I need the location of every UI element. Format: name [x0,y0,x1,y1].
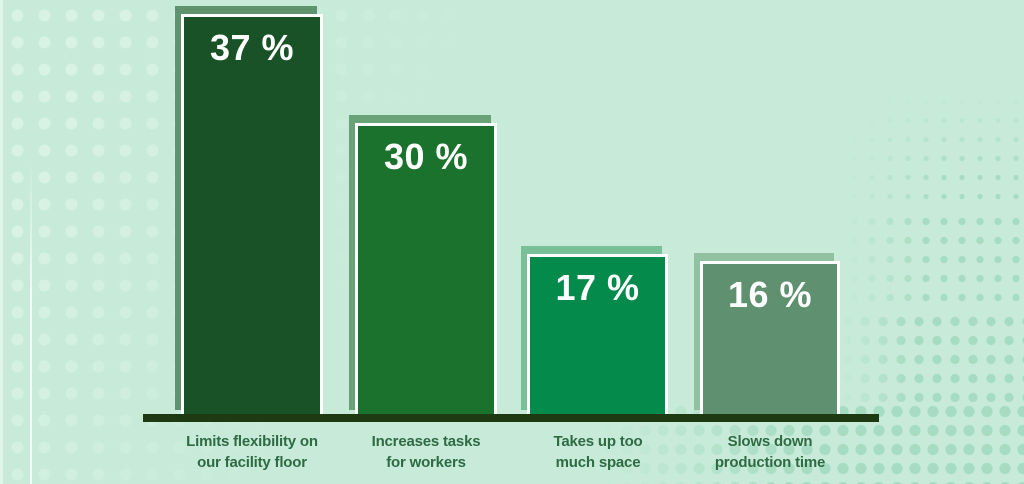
x-axis-line [143,414,879,422]
bar-value-label: 17 % [555,267,640,308]
bar-fill: 16 % [700,261,840,418]
category-label-line: production time [714,454,826,471]
category-label-2: Increases tasks for workers [331,431,521,473]
bar-group-4: 16 % [694,253,840,418]
dot-pattern-right-top [845,92,1024,212]
bar-value-label: 37 % [209,27,295,68]
category-label-1: Limits flexibility on our facility floor [157,431,347,473]
bar-value-label: 16 % [727,274,813,315]
dot-pattern-right-mid [845,212,1024,312]
category-label-line: much space [555,454,641,471]
bar-fill: 30 % [355,123,497,418]
category-label-line: Takes up too [553,433,643,450]
category-label-line: Slows down [727,433,813,450]
dot-pattern-right-low [838,312,1024,402]
bar-group-2: 30 % [349,115,497,418]
bar-group-3: 17 % [521,246,668,418]
category-label-line: Increases tasks [371,433,481,450]
category-label-4: Slows down production time [675,431,865,473]
category-label-line: for workers [386,454,466,471]
bar-group-1: 37 % [175,6,323,418]
bar-value-label: 30 % [383,136,469,177]
category-label-line: our facility floor [197,454,307,471]
bar-fill: 17 % [527,254,668,418]
vertical-accent-line [30,160,32,484]
category-label-line: Limits flexibility on [186,433,318,450]
category-label-3: Takes up too much space [503,431,693,473]
left-edge-highlight [0,0,3,484]
bar-fill: 37 % [181,14,323,418]
